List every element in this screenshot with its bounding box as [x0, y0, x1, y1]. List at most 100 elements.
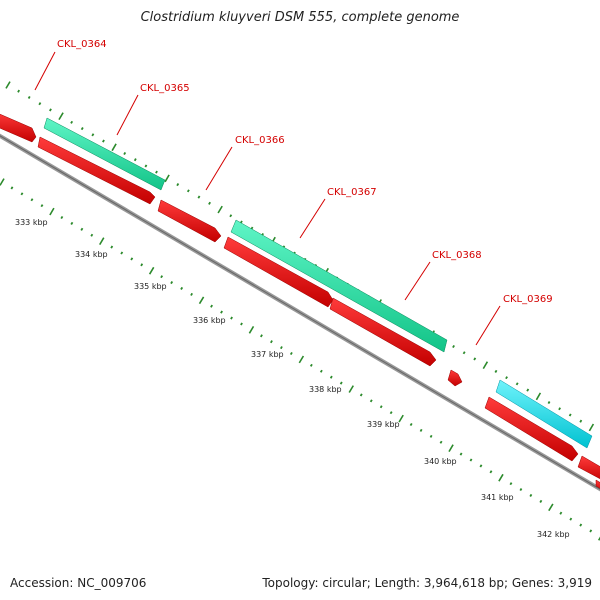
leader-ckl-0365: [116, 94, 139, 136]
outer-tick: [558, 407, 561, 411]
accession-label: Accession: NC_009706: [10, 576, 147, 590]
map-title: Clostridium kluyveri DSM 555, complete g…: [140, 10, 460, 25]
gene-label-leaders: [34, 51, 501, 346]
gene-ckl-0367-green-bar[interactable]: [230, 219, 448, 353]
outer-tick: [217, 205, 223, 214]
gene-label[interactable]: CKL_0365: [140, 83, 190, 94]
gene-label[interactable]: CKL_0367: [327, 187, 377, 198]
inner-tick: [210, 304, 213, 308]
inner-tick: [198, 296, 205, 305]
kbp-label: 342 kbp: [537, 530, 570, 539]
inner-tick: [30, 198, 34, 202]
kbp-label: 334 kbp: [75, 250, 108, 259]
outer-tick: [229, 214, 233, 218]
inner-tick: [130, 257, 134, 261]
inner-tick: [589, 529, 593, 533]
inner-tick: [270, 340, 273, 344]
inner-tick: [509, 482, 513, 486]
kbp-label: 341 kbp: [481, 493, 514, 502]
kbp-labels: 333 kbp 334 kbp 335 kbp 336 kbp 337 kbp …: [15, 218, 570, 539]
inner-tick: [298, 355, 305, 364]
inner-tick: [90, 233, 94, 237]
inner-tick: [80, 227, 84, 231]
inner-tick: [579, 523, 583, 527]
gene-small-red-arrow[interactable]: [447, 369, 463, 387]
inner-tick: [529, 493, 533, 497]
outer-tick: [102, 139, 105, 143]
inner-tick: [70, 221, 74, 225]
gene-ckl-0365-red-arrow[interactable]: [37, 136, 156, 205]
inner-tick: [20, 192, 24, 196]
outer-tick: [186, 189, 190, 193]
inner-tick: [190, 292, 193, 296]
outer-tick: [526, 388, 530, 392]
gene-label[interactable]: CKL_0368: [432, 250, 482, 261]
inner-tick: [348, 385, 354, 393]
gene-label[interactable]: CKL_0369: [503, 294, 553, 305]
outer-tick: [208, 201, 211, 205]
inner-tick: [170, 281, 174, 285]
inner-tick: [260, 334, 263, 338]
outer-tick: [91, 133, 95, 137]
inner-tick: [160, 275, 164, 279]
inner-tick: [248, 325, 255, 334]
kbp-label: 337 kbp: [251, 350, 284, 359]
outer-tick: [535, 392, 542, 401]
inner-tick: [559, 511, 563, 515]
outer-tick: [452, 344, 455, 349]
inner-tick: [0, 178, 5, 186]
inner-tick: [49, 207, 55, 216]
outer-tick: [197, 195, 201, 199]
inner-tick: [539, 499, 543, 503]
outer-tick: [155, 170, 158, 174]
inner-tick: [389, 411, 393, 415]
outer-tick: [473, 357, 477, 361]
kbp-label: 340 kbp: [424, 457, 457, 466]
inner-tick: [439, 440, 443, 444]
outer-tick: [80, 127, 84, 131]
outer-tick: [49, 108, 52, 112]
outer-tick: [515, 382, 519, 386]
inner-tick: [459, 452, 463, 456]
outer-tick: [568, 413, 572, 417]
outer-tick: [5, 81, 11, 89]
leader-ckl-0369: [475, 305, 501, 346]
inner-tick: [519, 488, 523, 492]
inner-tick: [598, 536, 600, 541]
gene-label[interactable]: CKL_0364: [57, 39, 107, 50]
inner-tick: [489, 470, 493, 474]
outer-tick: [482, 361, 489, 370]
inner-tick: [369, 399, 373, 403]
gene-ckl-0365-green-bar[interactable]: [43, 117, 166, 191]
outer-tick: [505, 376, 508, 380]
outer-tick: [17, 89, 20, 93]
inner-tick: [99, 237, 105, 246]
gene-edge-red-arrow[interactable]: [595, 479, 600, 492]
inner-tick: [398, 414, 404, 423]
kbp-label: 339 kbp: [367, 420, 400, 429]
gene-ckl-0368-red-arrow[interactable]: [329, 297, 437, 367]
inner-tick: [220, 310, 223, 314]
inner-tick: [569, 517, 573, 521]
inner-tick: [409, 422, 413, 427]
outer-tick: [164, 174, 170, 183]
gene-ckl-0369-cyan-bar[interactable]: [495, 379, 593, 449]
gene-ckl-0367-red-arrow[interactable]: [223, 236, 334, 308]
inner-tick: [419, 428, 423, 432]
inner-tick: [359, 393, 363, 397]
outer-tick: [58, 112, 64, 121]
gene-ckl-0369-red-arrow[interactable]: [484, 396, 579, 462]
gene-ckl-0366-arrow[interactable]: [157, 199, 222, 243]
leader-ckl-0367: [299, 198, 326, 239]
inner-tick: [289, 351, 293, 356]
outer-tick: [547, 401, 551, 405]
inner-tick: [498, 473, 504, 482]
outer-tick: [144, 164, 148, 168]
outer-tick: [27, 95, 31, 99]
gene-ckl-0364-arrow[interactable]: [0, 112, 37, 143]
inner-tick: [479, 464, 483, 468]
gene-label[interactable]: CKL_0366: [235, 135, 285, 146]
gene-next-red-arrow[interactable]: [577, 455, 600, 482]
kbp-label: 336 kbp: [193, 316, 226, 325]
